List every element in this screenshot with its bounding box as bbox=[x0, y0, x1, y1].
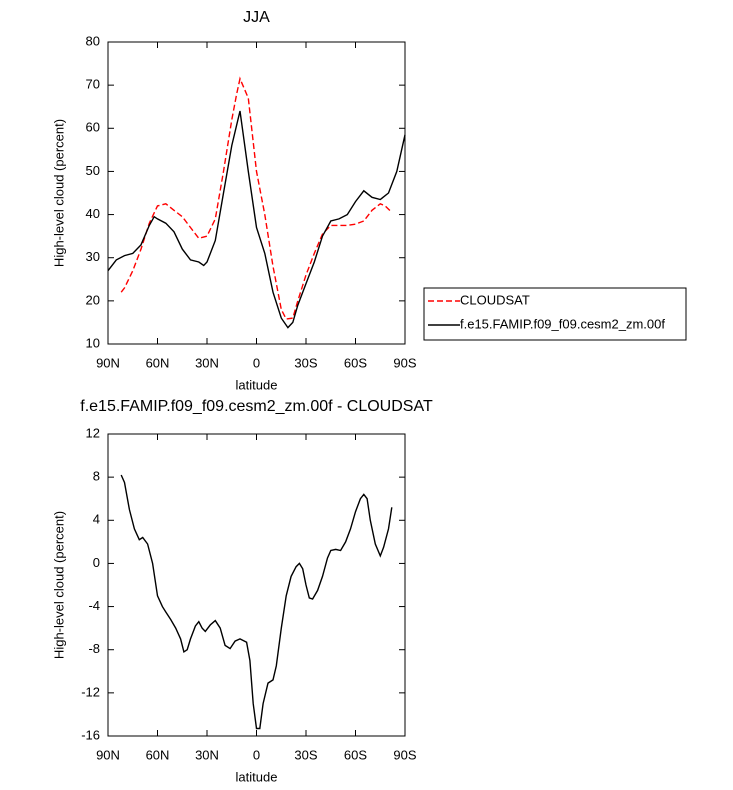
y-tick-label: -4 bbox=[88, 598, 100, 613]
y-tick-label: 8 bbox=[93, 469, 100, 484]
legend-label: f.e15.FAMIP.f09_f09.cesm2_zm.00f bbox=[460, 316, 665, 331]
y-tick-label: 12 bbox=[86, 425, 100, 440]
y-tick-label: 70 bbox=[86, 77, 100, 92]
plot-frame bbox=[107, 433, 406, 737]
y-tick-label: 20 bbox=[86, 292, 100, 307]
series-line bbox=[120, 474, 393, 730]
y-tick-label: -8 bbox=[88, 641, 100, 656]
x-tick-label: 60N bbox=[146, 747, 170, 762]
x-tick-label: 90S bbox=[393, 747, 416, 762]
y-tick-label: -12 bbox=[81, 684, 100, 699]
y-tick-label: 60 bbox=[86, 120, 100, 135]
legend: CLOUDSAT f.e15.FAMIP.f09_f09.cesm2_zm.00f bbox=[423, 287, 687, 341]
y-tick-label: 50 bbox=[86, 163, 100, 178]
y-tick-label: 40 bbox=[86, 206, 100, 221]
x-tick-label: 0 bbox=[253, 355, 260, 370]
x-tick-label: 30N bbox=[195, 355, 219, 370]
x-tick-label: 30N bbox=[195, 747, 219, 762]
x-tick-label: 30S bbox=[294, 355, 317, 370]
x-axis-label: latitude bbox=[236, 769, 278, 784]
y-tick-label: 80 bbox=[86, 33, 100, 48]
x-tick-label: 90N bbox=[96, 355, 120, 370]
x-tick-label: 60S bbox=[344, 747, 367, 762]
chart-title: JJA bbox=[243, 9, 270, 26]
y-tick-label: 30 bbox=[86, 249, 100, 264]
y-tick-label: 10 bbox=[86, 335, 100, 350]
x-tick-label: 60N bbox=[146, 355, 170, 370]
y-axis-label: High-level cloud (percent) bbox=[51, 119, 66, 267]
x-axis-label: latitude bbox=[236, 377, 278, 392]
x-tick-label: 0 bbox=[253, 747, 260, 762]
series-line bbox=[120, 76, 393, 320]
legend-label: CLOUDSAT bbox=[460, 292, 530, 307]
x-tick-label: 90N bbox=[96, 747, 120, 762]
x-tick-label: 30S bbox=[294, 747, 317, 762]
chart-title: f.e15.FAMIP.f09_f09.cesm2_zm.00f - CLOUD… bbox=[80, 398, 433, 415]
y-axis-label: High-level cloud (percent) bbox=[51, 511, 66, 659]
x-tick-label: 60S bbox=[344, 355, 367, 370]
x-tick-label: 90S bbox=[393, 355, 416, 370]
series-line bbox=[107, 110, 406, 329]
plot-frame bbox=[107, 41, 406, 345]
y-tick-label: -16 bbox=[81, 727, 100, 742]
y-tick-label: 0 bbox=[93, 555, 100, 570]
y-tick-label: 4 bbox=[93, 512, 100, 527]
legend-box bbox=[423, 287, 687, 341]
